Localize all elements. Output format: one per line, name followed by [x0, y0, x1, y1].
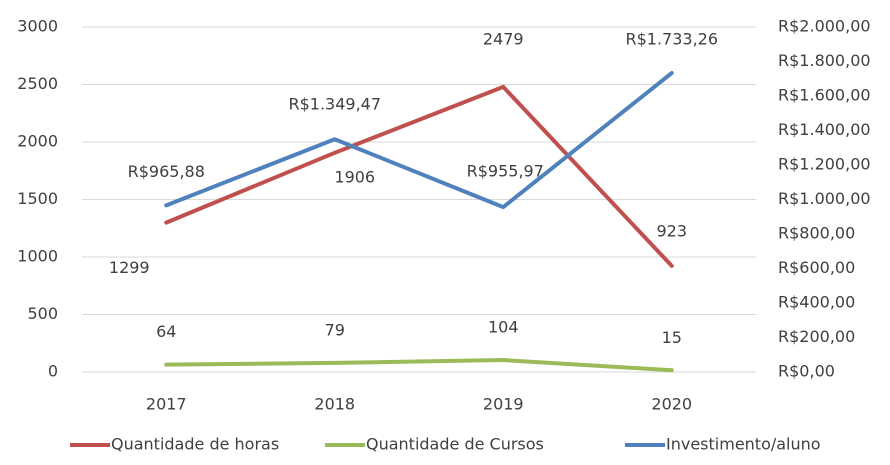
y2-tick-label: R$2.000,00 [778, 17, 871, 36]
data-label: 923 [656, 221, 687, 240]
y-tick-label: 1000 [17, 247, 58, 266]
y2-tick-label: R$1.200,00 [778, 155, 871, 174]
y2-tick-label: R$1.600,00 [778, 86, 871, 105]
x-tick-label: 2019 [483, 395, 524, 414]
data-label: R$1.733,26 [625, 30, 718, 49]
y2-tick-label: R$0,00 [778, 362, 835, 381]
y2-tick-label: R$200,00 [778, 327, 855, 346]
y2-tick-label: R$1.000,00 [778, 189, 871, 208]
y-tick-label: 2500 [17, 74, 58, 93]
y2-tick-label: R$1.800,00 [778, 51, 871, 70]
series-line [164, 358, 674, 373]
data-label: 2479 [483, 29, 524, 48]
legend-label: Quantidade de Cursos [366, 435, 544, 454]
y2-tick-label: R$800,00 [778, 224, 855, 243]
y-tick-label: 500 [27, 304, 58, 323]
y2-tick-label: R$1.400,00 [778, 120, 871, 139]
y-tick-label: 3000 [17, 17, 58, 36]
legend-label: Investimento/aluno [666, 435, 821, 454]
data-label: 79 [325, 320, 345, 339]
y-tick-label: 0 [48, 362, 58, 381]
x-tick-label: 2018 [314, 395, 355, 414]
data-label: 64 [156, 322, 176, 341]
data-label: 1299 [109, 258, 150, 277]
y-tick-label: 2000 [17, 132, 58, 151]
y2-tick-label: R$400,00 [778, 293, 855, 312]
data-label: R$1.349,47 [288, 95, 381, 114]
data-label: 1906 [334, 167, 375, 186]
x-tick-label: 2017 [146, 395, 187, 414]
data-label: 104 [488, 318, 519, 337]
legend-label: Quantidade de horas [111, 435, 279, 454]
y-tick-label: 1500 [17, 189, 58, 208]
data-label: R$965,88 [128, 162, 205, 181]
y2-tick-label: R$600,00 [778, 258, 855, 277]
x-tick-label: 2020 [651, 395, 692, 414]
data-label: 15 [662, 328, 682, 347]
data-label: R$955,97 [467, 162, 544, 181]
series-line [164, 71, 674, 210]
series-line [164, 84, 674, 268]
